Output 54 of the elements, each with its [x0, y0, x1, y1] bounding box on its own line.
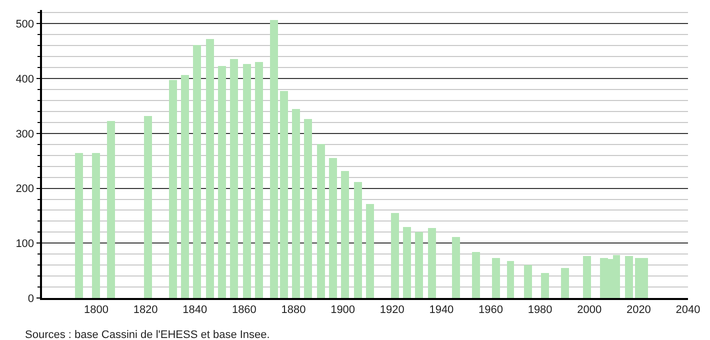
bar — [391, 213, 399, 298]
bar — [472, 252, 480, 298]
bar — [428, 228, 436, 298]
x-tick-label: 2000 — [577, 304, 602, 316]
bar — [341, 171, 349, 298]
y-tick-label: 100 — [16, 238, 34, 250]
y-tick-label: 0 — [28, 292, 34, 305]
bar — [625, 256, 633, 298]
x-tick-label: 1980 — [528, 304, 552, 316]
x-tick-label: 1960 — [478, 304, 503, 316]
bar — [292, 109, 300, 298]
bar — [255, 62, 263, 298]
x-tick-label: 1920 — [380, 304, 404, 316]
bar — [507, 261, 514, 298]
x-tick-label: 1940 — [429, 304, 454, 316]
x-tick-label: 1820 — [133, 304, 158, 316]
bar — [107, 121, 115, 298]
bar — [524, 265, 532, 298]
x-tick-label: 1800 — [84, 304, 108, 316]
x-tick-label: 2040 — [676, 304, 700, 316]
y-tick-label: 500 — [16, 18, 34, 31]
bar — [193, 45, 201, 298]
bar — [561, 268, 569, 298]
bar — [403, 227, 411, 298]
bar — [218, 66, 226, 298]
bar — [169, 80, 177, 298]
bar — [280, 91, 288, 298]
x-tick-label: 1880 — [281, 304, 306, 316]
bar — [329, 158, 337, 298]
bar — [317, 144, 325, 298]
source-note: Sources : base Cassini de l'EHESS et base Insee. — [25, 329, 270, 340]
x-tick-label: 1840 — [182, 304, 208, 316]
bar — [304, 119, 312, 298]
bar — [354, 182, 362, 298]
bar — [583, 256, 591, 298]
bar — [75, 153, 83, 298]
bar — [92, 153, 100, 298]
x-tick-label: 1860 — [232, 304, 256, 316]
bar — [366, 204, 374, 298]
bar — [144, 116, 152, 298]
bar — [452, 237, 460, 298]
bar — [206, 39, 214, 298]
bar — [230, 59, 238, 298]
bar — [270, 20, 278, 298]
y-tick-label: 200 — [16, 183, 34, 196]
bar — [415, 232, 423, 298]
bar — [181, 75, 189, 298]
x-tick-label: 2020 — [626, 304, 651, 316]
bar — [492, 258, 500, 298]
x-tick-label: 1900 — [330, 304, 356, 316]
y-tick-label: 300 — [16, 128, 34, 140]
y-tick-label: 400 — [16, 73, 34, 86]
bar — [243, 64, 251, 298]
bar — [541, 273, 549, 298]
